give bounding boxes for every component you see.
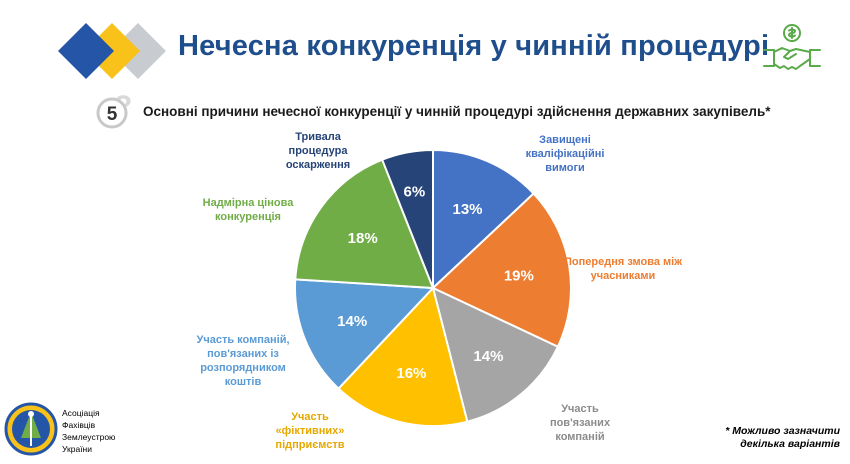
diamond-logo-icon — [58, 23, 166, 79]
pie-slice-3 — [337, 285, 469, 427]
footnote: * Можливо зазначити декілька варіантів — [725, 425, 840, 450]
pie-slice-1 — [431, 192, 572, 349]
slice-value-label-0: 13% — [453, 201, 483, 218]
association-name: Асоціація Фахівців Землеустрою України — [62, 408, 116, 454]
slice-value-label-5: 18% — [348, 230, 378, 247]
slice-value-label-3: 16% — [396, 365, 426, 382]
label-price-competition: Надмірна цінова конкуренція — [202, 197, 294, 223]
label-qualification: Завищені кваліфікаційні вимоги — [525, 134, 605, 174]
label-related-companies: Участь пов'язаних компаній — [549, 403, 611, 443]
chart-subtitle: Основні причини нечесної конкуренції у ч… — [143, 104, 771, 119]
pie-slice-0 — [432, 148, 536, 291]
label-appeal-procedure: Тривала процедура оскарження — [285, 131, 351, 171]
handshake-money-icon — [763, 24, 821, 70]
slice-value-label-1: 19% — [504, 267, 534, 284]
slice-value-label-2: 14% — [473, 348, 503, 365]
label-fictitious: Участь «фіктивних» підприємств — [275, 411, 345, 451]
association-emblem-icon — [4, 402, 58, 456]
pie-slice-5 — [294, 158, 435, 290]
pie-slice-6 — [380, 148, 434, 289]
slide-title: Нечесна конкуренція у чинній процедурі — [178, 30, 770, 62]
label-affiliated-customer: Участь компаній, пов'язаних із розпорядн… — [196, 334, 290, 388]
label-collusion: Попередня змова між учасниками — [564, 256, 683, 282]
question-number: 5 — [107, 104, 118, 125]
slice-value-label-4: 14% — [337, 313, 367, 330]
pie-slice-2 — [431, 286, 560, 423]
slice-value-label-6: 6% — [404, 183, 426, 200]
question-badge-icon: ? 5 — [96, 90, 132, 129]
pie-slice-4 — [294, 278, 436, 391]
